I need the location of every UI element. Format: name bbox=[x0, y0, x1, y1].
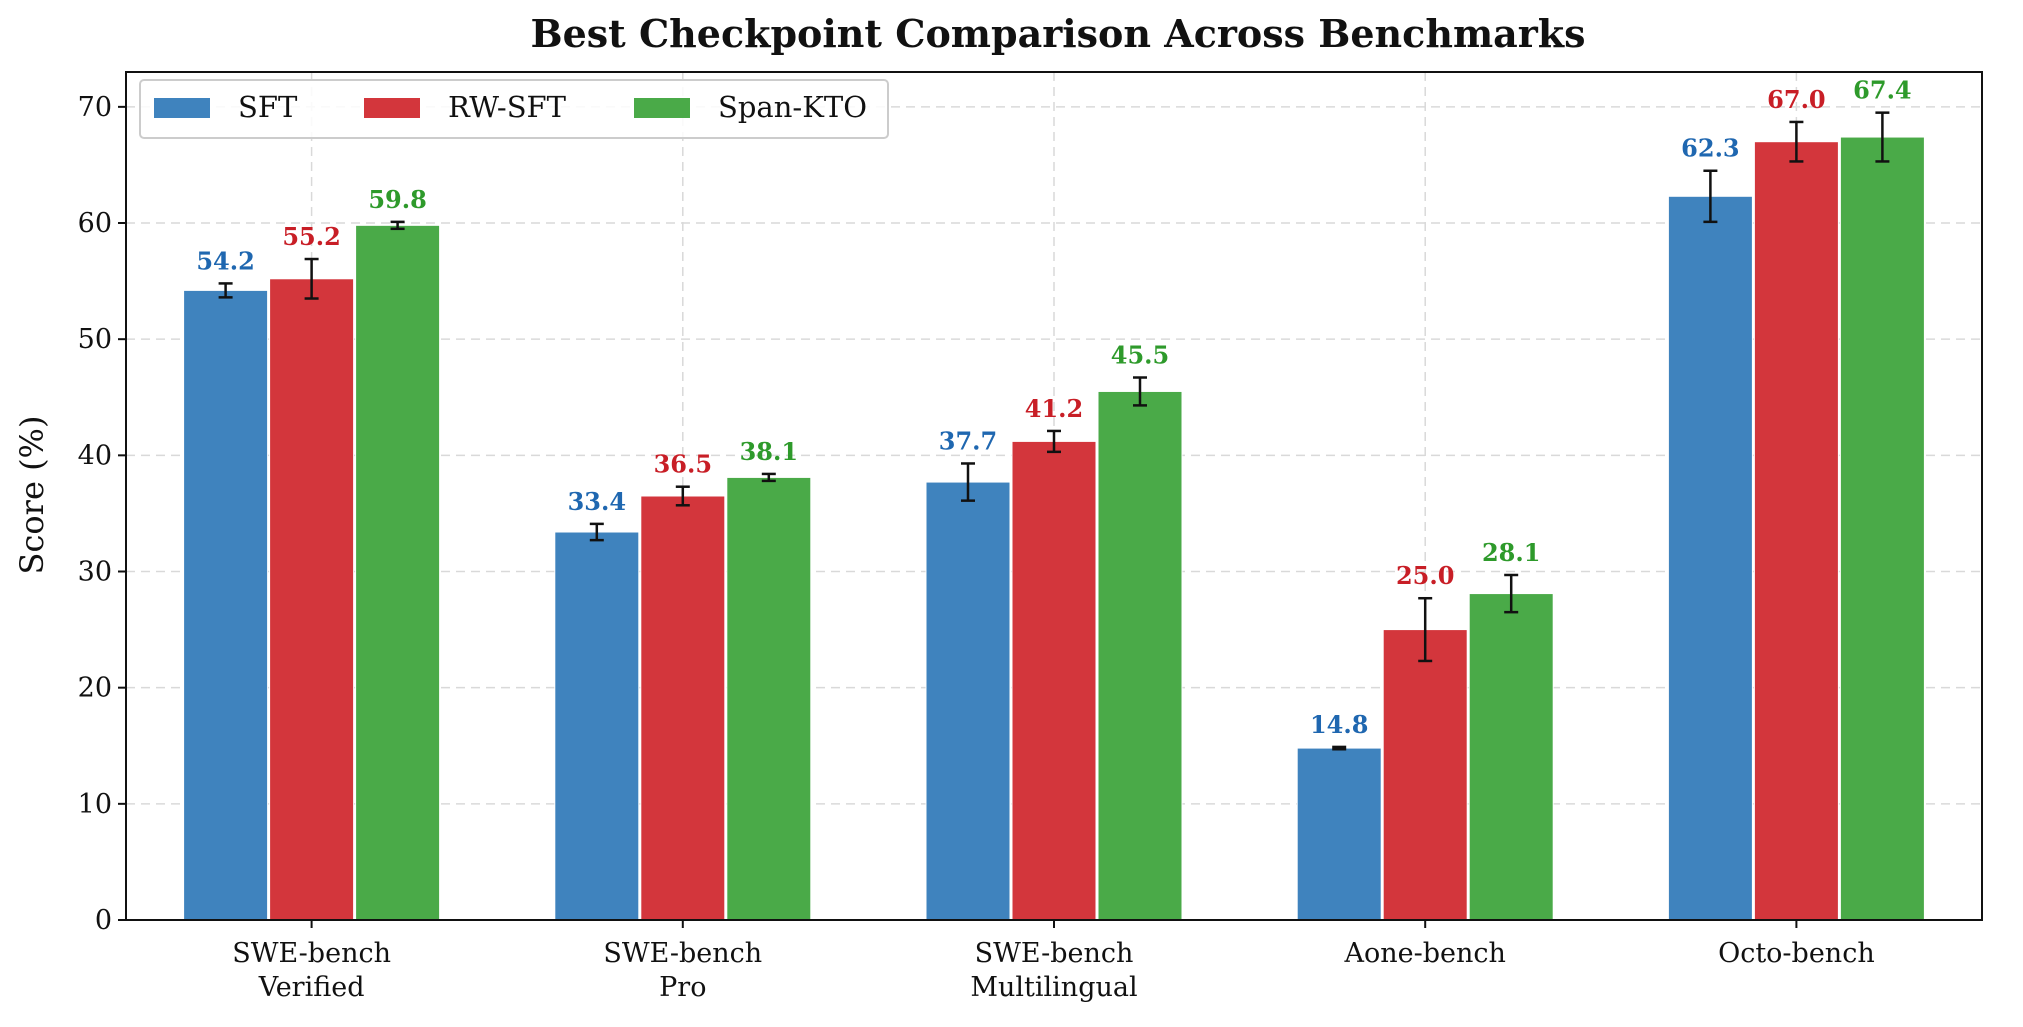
data-label: 37.7 bbox=[939, 426, 997, 455]
bar bbox=[1839, 136, 1925, 921]
data-label: 45.5 bbox=[1111, 341, 1169, 370]
bars-layer: 54.2 33.4 37.7 14.8 62.3 55.2 36.5 41.2 25.0 67.0… bbox=[183, 76, 1925, 921]
bar bbox=[1667, 195, 1753, 921]
data-label: 33.4 bbox=[568, 487, 626, 516]
data-label: 25.0 bbox=[1396, 561, 1454, 590]
legend: SFT RW-SFT Span-KTO bbox=[139, 79, 889, 139]
y-tick-label: 0 bbox=[95, 905, 112, 936]
legend-swatch bbox=[154, 98, 210, 118]
bar bbox=[1011, 440, 1097, 921]
y-tick-label: 20 bbox=[78, 673, 112, 704]
x-tick-label: SWE-bench bbox=[232, 938, 391, 969]
y-axis-label: Score (%) bbox=[13, 416, 51, 575]
x-tick-label: Verified bbox=[258, 972, 365, 1003]
bar bbox=[726, 476, 812, 921]
bar bbox=[355, 224, 441, 921]
data-label: 59.8 bbox=[368, 185, 426, 214]
data-label: 41.2 bbox=[1025, 394, 1083, 423]
y-tick-label: 70 bbox=[78, 92, 112, 123]
legend-label: RW-SFT bbox=[448, 90, 567, 124]
data-label: 67.4 bbox=[1853, 76, 1911, 105]
data-label: 36.5 bbox=[654, 450, 712, 479]
y-tick-label: 30 bbox=[78, 557, 112, 588]
data-label: 14.8 bbox=[1310, 710, 1368, 739]
y-tick-label: 60 bbox=[78, 208, 112, 239]
x-tick-label: SWE-bench bbox=[975, 938, 1134, 969]
bar bbox=[1753, 141, 1839, 921]
legend-swatch bbox=[634, 98, 690, 118]
data-label: 38.1 bbox=[740, 437, 798, 466]
legend-swatch bbox=[364, 98, 420, 118]
legend-box bbox=[139, 79, 889, 139]
data-label: 28.1 bbox=[1482, 538, 1540, 567]
y-tick-label: 50 bbox=[78, 324, 112, 355]
x-tick-label: Octo-bench bbox=[1718, 938, 1875, 969]
x-tick-label: Pro bbox=[659, 972, 706, 1003]
bar bbox=[640, 495, 726, 921]
y-tick-label: 40 bbox=[78, 440, 112, 471]
chart-title: Best Checkpoint Comparison Across Benchm… bbox=[530, 11, 1585, 56]
data-label: 62.3 bbox=[1681, 134, 1739, 163]
y-tick-label: 10 bbox=[78, 789, 112, 820]
data-label: 55.2 bbox=[282, 222, 340, 251]
bar bbox=[269, 278, 355, 921]
bar bbox=[1097, 390, 1183, 921]
x-tick-label: SWE-bench bbox=[603, 938, 762, 969]
bar bbox=[1296, 747, 1382, 921]
bar bbox=[554, 531, 640, 921]
bar bbox=[1382, 629, 1468, 921]
legend-label: SFT bbox=[238, 90, 298, 124]
bar bbox=[183, 289, 269, 921]
x-tick-label: Multilingual bbox=[970, 972, 1137, 1003]
legend-label: Span-KTO bbox=[718, 90, 867, 124]
data-label: 54.2 bbox=[196, 246, 254, 275]
bar bbox=[1468, 593, 1554, 921]
data-label: 67.0 bbox=[1767, 85, 1825, 114]
bar bbox=[925, 481, 1011, 921]
axes-layer: 010203040506070SWE-benchVerifiedSWE-benc… bbox=[78, 71, 1983, 1003]
x-tick-label: Aone-bench bbox=[1343, 938, 1505, 969]
